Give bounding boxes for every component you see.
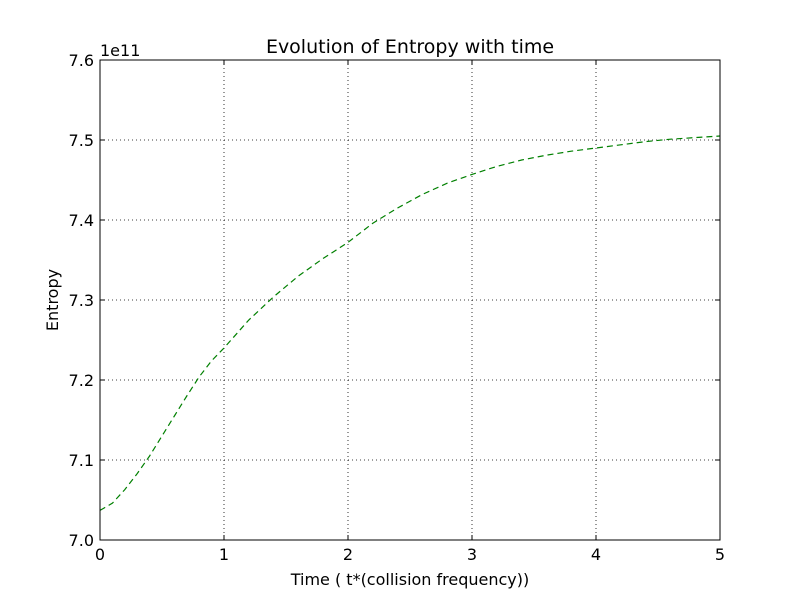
x-tick-label: 3 (467, 545, 477, 564)
x-tick-label: 0 (95, 545, 105, 564)
x-tick-label: 4 (591, 545, 601, 564)
x-tick-label: 2 (343, 545, 353, 564)
entropy-series-line (99, 135, 721, 511)
y-tick-label: 7.0 (69, 531, 94, 550)
series-layer (99, 135, 721, 511)
y-tick-label: 7.3 (69, 291, 94, 310)
grid-layer (100, 60, 720, 540)
y-axis-label: Entropy (43, 269, 62, 331)
y-tick-label: 7.4 (69, 211, 94, 230)
x-tick-label: 5 (715, 545, 725, 564)
y-tick-label: 7.5 (69, 131, 94, 150)
tick-layer (99, 59, 721, 541)
y-tick-label: 7.6 (69, 51, 94, 70)
label-layer: 0 1 2 3 4 5 7.0 7.1 7.2 7.3 7.4 7.5 7.6 (69, 51, 726, 564)
x-tick-label: 1 (219, 545, 229, 564)
y-offset-label: 1e11 (100, 41, 140, 60)
chart-title: Evolution of Entropy with time (266, 36, 554, 58)
x-axis-label: Time ( t*(collision frequency)) (290, 570, 530, 589)
y-tick-label: 7.1 (69, 451, 94, 470)
y-tick-label: 7.2 (69, 371, 94, 390)
